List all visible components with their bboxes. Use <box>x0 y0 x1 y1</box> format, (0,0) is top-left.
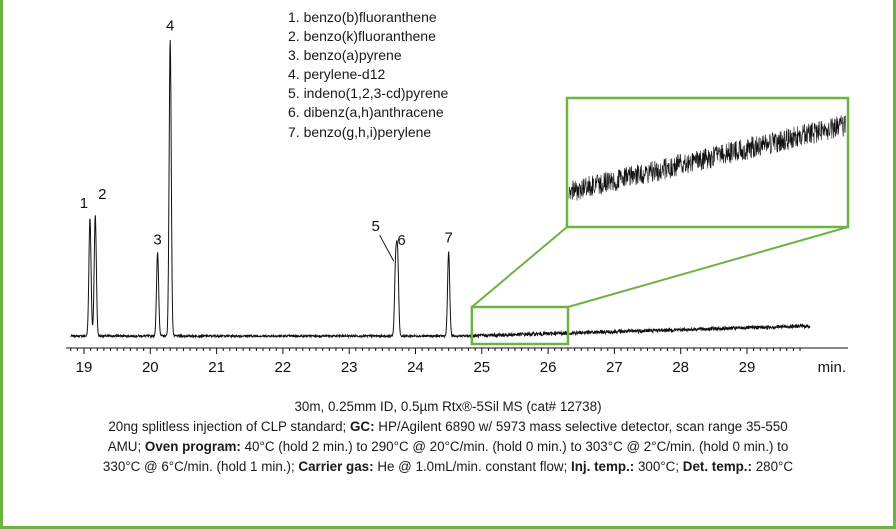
zoom-window-box <box>470 305 570 346</box>
x-tick-label: 24 <box>407 359 424 376</box>
caption-gc-line: 20ng splitless injection of CLP standard… <box>108 419 788 434</box>
zoom-connector-left <box>471 226 568 308</box>
x-axis-label: min. <box>818 359 846 376</box>
legend-item-1: 1. benzo(b)fluoranthene <box>288 9 437 25</box>
legend-item-7: 7. benzo(g,h,i)perylene <box>288 123 432 140</box>
zoom-inset-trace <box>568 115 847 201</box>
x-tick-label: 23 <box>341 359 358 376</box>
peak-label-4: 4 <box>166 18 174 35</box>
x-tick-label: 27 <box>606 359 623 376</box>
x-tick-label: 29 <box>739 359 756 376</box>
caption-oven-line: AMU; Oven program: 40°C (hold 2 min.) to… <box>107 439 789 454</box>
method-caption: 30m, 0.25mm ID, 0.5µm Rtx®-5Sil MS (cat#… <box>8 397 888 477</box>
peak-5-leader-line <box>379 234 395 262</box>
x-tick-label: 22 <box>275 359 292 376</box>
x-tick-label: 20 <box>142 359 159 376</box>
peak-legend: 1. benzo(b)fluoranthene 2. benzo(k)fluor… <box>288 8 448 142</box>
caption-conditions-line: 330°C @ 6°C/min. (hold 1 min.); Carrier … <box>102 459 794 474</box>
trace-line <box>70 39 811 339</box>
x-tick-label: 26 <box>540 359 557 376</box>
peak-labels: 12 3 4 5 6 7 <box>80 18 453 262</box>
peak-label-6: 6 <box>397 232 405 249</box>
peak-label-7: 7 <box>444 229 452 246</box>
peak-label-1: 1 <box>80 195 88 212</box>
legend-item-3: 3. benzo(a)pyrene <box>288 47 402 64</box>
chromatogram-trace <box>70 39 811 339</box>
legend-item-6: 6. dibenz(a,h)anthracene <box>288 104 444 121</box>
peak-label-3: 3 <box>153 231 161 248</box>
x-tick-label: 28 <box>672 359 689 376</box>
legend-item-4: 4. perylene-d12 <box>288 66 386 83</box>
x-tick-label: 19 <box>76 359 93 376</box>
legend-item-2: 2. benzo(k)fluoranthene <box>288 28 436 45</box>
legend-item-5: 5. indeno(1,2,3-cd)pyrene <box>288 85 449 102</box>
x-axis: 19 20 21 22 23 24 25 26 27 28 29 min. <box>66 347 848 376</box>
zoom-connector-right <box>567 226 849 308</box>
zoom-inset <box>470 96 850 346</box>
peak-label-2: 2 <box>98 186 106 203</box>
x-tick-label: 25 <box>473 359 490 376</box>
caption-column: 30m, 0.25mm ID, 0.5µm Rtx®-5Sil MS (cat#… <box>294 399 602 414</box>
x-tick-label: 21 <box>208 359 225 376</box>
peak-label-5: 5 <box>371 218 379 235</box>
